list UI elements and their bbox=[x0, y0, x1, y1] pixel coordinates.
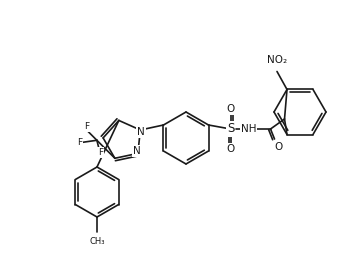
Text: N: N bbox=[133, 146, 141, 156]
Text: CH₃: CH₃ bbox=[89, 237, 105, 246]
Text: F: F bbox=[84, 122, 89, 131]
Text: NH: NH bbox=[241, 124, 256, 134]
Text: NO₂: NO₂ bbox=[267, 56, 287, 66]
Text: F: F bbox=[98, 148, 103, 157]
Text: S: S bbox=[227, 122, 234, 135]
Text: O: O bbox=[274, 142, 283, 152]
Text: O: O bbox=[226, 104, 235, 114]
Text: N: N bbox=[137, 127, 145, 137]
Text: F: F bbox=[77, 138, 83, 147]
Text: O: O bbox=[226, 144, 235, 154]
